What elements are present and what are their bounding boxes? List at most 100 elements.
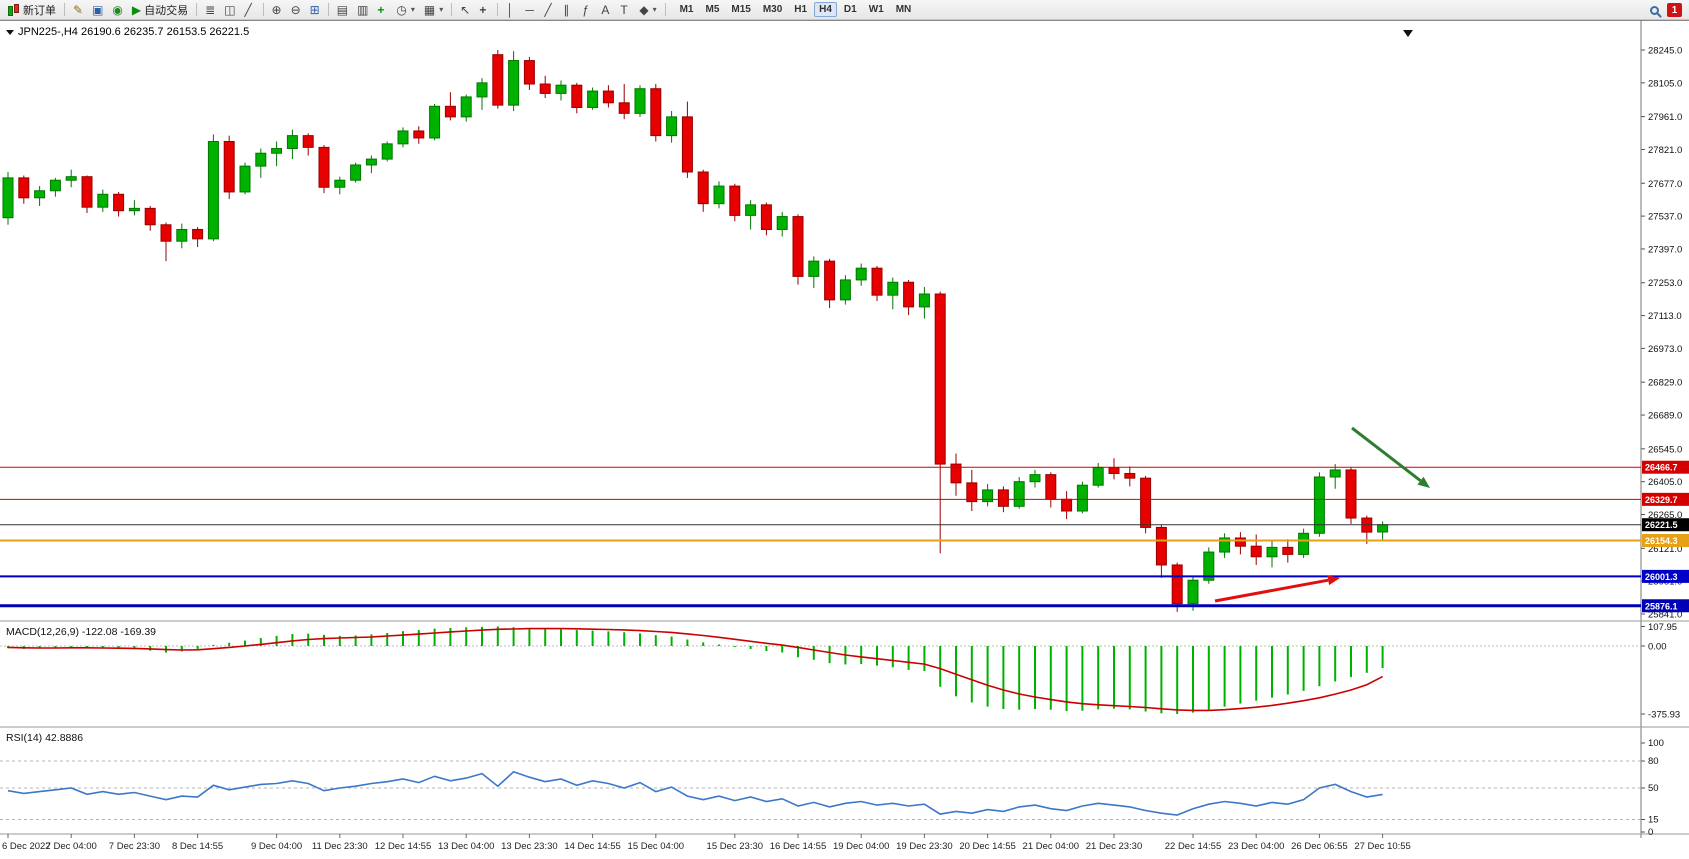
up-trend-arrow[interactable] [1214,575,1340,603]
time-axis-label: 26 Dec 06:55 [1291,841,1348,852]
new-order-button[interactable]: 新订单 [3,1,60,19]
toolbar-separator [327,3,329,16]
timeframe-d1-button[interactable]: D1 [843,4,857,15]
period-button[interactable]: ◷ ▾ [392,1,419,19]
macd-signal-line [7,627,1383,712]
text-button[interactable]: A [597,1,615,19]
time-axis-label: 8 Dec 14:55 [172,841,223,852]
time-axis-label: 14 Dec 14:55 [564,841,621,852]
zoom-in-button[interactable]: ⊕ [268,1,286,19]
time-axis-label: 27 Dec 10:55 [1354,841,1411,852]
object-marker-arrow[interactable] [1403,30,1413,37]
new-order-icon [7,3,20,16]
time-axis-label: 7 Dec 23:30 [109,841,160,852]
search-icon[interactable] [1650,5,1659,15]
candlestick-series [2,50,1389,612]
dropdown-arrow-icon: ▾ [410,5,415,14]
tile-windows-button[interactable]: ⊞ [306,1,324,19]
timeframe-m30-button[interactable]: M30 [762,4,783,15]
time-axis-label: 23 Dec 04:00 [1228,841,1285,852]
timeframe-m15-button[interactable]: M15 [731,4,751,15]
price-axis-label: 27821.0 [1648,145,1682,156]
price-axis-label: 26265.0 [1648,510,1682,521]
metaeditor-button[interactable]: ✎ [69,1,87,19]
zoom-out-button[interactable]: ⊖ [287,1,305,19]
resistance-line-1-tag [1642,460,1689,474]
toolbar-separator [664,3,666,16]
toolbar-separator [196,3,198,16]
cursor-button[interactable]: ↖ [456,1,474,19]
auto-arrange-button[interactable]: ▤ [333,1,352,19]
line-chart-button[interactable]: ╱ [241,1,259,19]
time-axis-label: 22 Dec 14:55 [1165,841,1222,852]
timeframe-group: M1 M5 M15 M30 H1 H4 D1 W1 MN [675,2,917,17]
price-axis-label: 26405.0 [1648,477,1682,488]
timeframe-m1-button[interactable]: M1 [679,4,694,15]
timeframe-mn-button[interactable]: MN [895,4,912,15]
trendline-button[interactable]: ╱ [540,1,558,19]
down-trend-arrow[interactable] [1351,426,1430,488]
current-price-line-tag [1642,518,1689,532]
vertical-line-button[interactable]: │ [502,1,520,19]
price-axis-label: 26545.0 [1648,444,1682,455]
chart-shift-button[interactable]: ▥ [353,1,372,19]
symbol-dropdown-icon[interactable] [6,30,14,35]
channel-button[interactable]: ∥ [559,1,577,19]
line-chart-icon: ╱ [244,2,252,17]
price-axis-label: 26973.0 [1648,344,1682,355]
rsi-scale-label: 0 [1648,827,1653,838]
macd-scale-label: 107.95 [1648,622,1677,633]
trendline-icon: ╱ [544,2,552,17]
price-axis-label: 27253.0 [1648,278,1682,289]
horizontal-line-icon: ─ [525,2,534,17]
time-axis-label: 7 Dec 04:00 [46,841,97,852]
indicators-button[interactable]: + [373,1,391,19]
chart-ohlc-header: JPN225-,H4 26190.6 26235.7 26153.5 26221… [18,26,249,38]
fibonacci-icon: ƒ [582,2,590,17]
profiles-button[interactable]: ▣ [88,1,107,19]
fibonacci-button[interactable]: ƒ [578,1,596,19]
support-line-1-tag [1642,533,1689,547]
templates-button[interactable]: ▦ ▾ [420,1,447,19]
chart-canvas[interactable]: 28245.0 28105.0 27961.0 27821.0 27677.0 27537… [0,20,1689,859]
indicators-icon: + [377,2,385,17]
period-icon: ◷ [396,2,407,17]
toolbar-separator [64,3,65,16]
autotrading-button[interactable]: ▶ 自动交易 [128,1,192,19]
notification-badge[interactable]: 1 [1667,3,1682,17]
market-watch-icon: ◉ [112,2,123,17]
dropdown-arrow-icon: ▾ [439,5,444,14]
resistance-line-2-tag-label: 26329.7 [1645,495,1678,505]
time-axis-label: 16 Dec 14:55 [770,841,827,852]
timeframe-m5-button[interactable]: M5 [705,4,720,15]
cursor-icon: ↖ [460,2,471,17]
price-axis-label: 26121.0 [1648,544,1682,555]
horizontal-line-button[interactable]: ─ [521,1,539,19]
macd-scale-label: 0.00 [1648,642,1667,653]
crosshair-button[interactable]: + [475,1,493,19]
shapes-icon: ◆ [639,2,649,17]
bar-chart-icon: ≣ [205,2,216,17]
profiles-icon: ▣ [92,2,104,17]
price-axis-label: 28105.0 [1648,78,1682,89]
price-axis-label: 27537.0 [1648,212,1682,223]
rsi-scale-label: 50 [1648,783,1659,794]
main-toolbar: 新订单 ✎ ▣ ◉ ▶ 自动交易 ≣ ◫ ╱ ⊕ ⊖ ⊞ ▤ ▥ + ◷ ▾ ▦ ▾ ↖ + │ ─ ╱ ∥ ƒ A T ◆ ▾ M1 M5… [0,0,1689,20]
timeframe-w1-button[interactable]: W1 [868,4,884,15]
price-axis-label: 27677.0 [1648,179,1682,190]
shapes-button[interactable]: ◆ ▾ [635,1,660,19]
toolbar-separator [451,3,453,16]
time-axis-label: 15 Dec 23:30 [707,841,764,852]
templates-icon: ▦ [423,2,436,17]
price-axis-label: 27397.0 [1648,244,1682,255]
time-axis-label: 13 Dec 04:00 [438,841,495,852]
autotrading-icon: ▶ [131,2,142,17]
autotrading-button-label: 自动交易 [144,4,189,17]
label-button[interactable]: T [616,1,634,19]
bar-chart-button[interactable]: ≣ [201,1,219,19]
timeframe-h4-button[interactable]: H4 [814,2,837,17]
market-watch-button[interactable]: ◉ [108,1,126,19]
candle-chart-button[interactable]: ◫ [220,1,239,19]
timeframe-h1-button[interactable]: H1 [794,4,808,15]
time-axis-label: 21 Dec 23:30 [1086,841,1143,852]
